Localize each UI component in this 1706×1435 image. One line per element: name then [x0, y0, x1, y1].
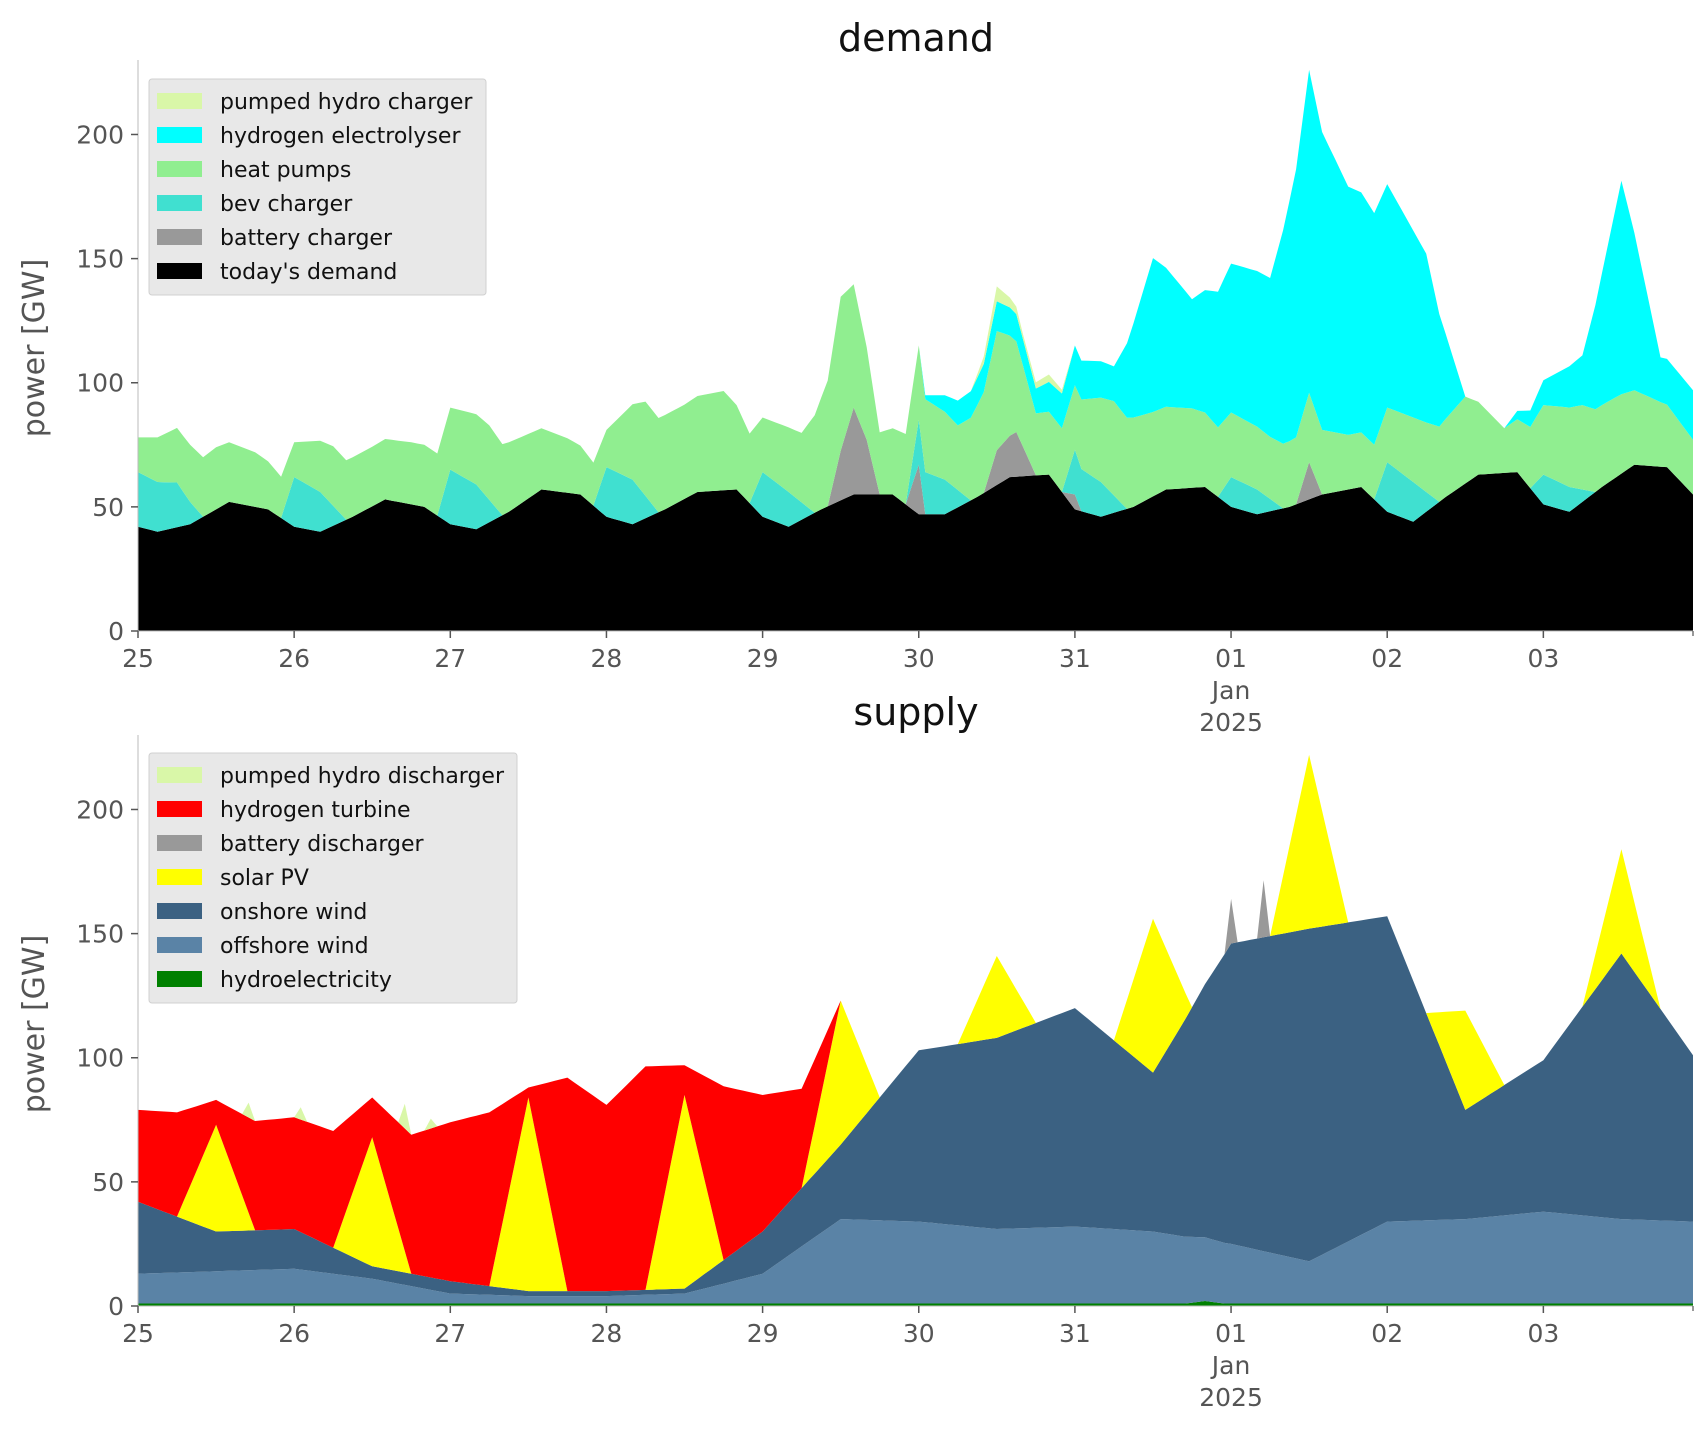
demand-x-tick-label: 28: [591, 644, 623, 673]
supply-x-tick-label: 27: [434, 1319, 466, 1348]
supply-legend-swatch-onshore-wind: [157, 903, 202, 919]
demand-area-battery-charger: [138, 407, 1693, 532]
supply-y-tick-label: 100: [76, 1044, 124, 1073]
demand-areas: [138, 69, 1693, 631]
supply-y-tick-label: 150: [76, 920, 124, 949]
demand-legend-swatch-bev-charger: [157, 195, 202, 211]
supply-x-tick-label: 25: [122, 1319, 154, 1348]
supply-x-tick-label: 03: [1527, 1319, 1559, 1348]
demand-legend-swatch-battery-charger: [157, 229, 202, 245]
supply-legend-box: [148, 752, 518, 1004]
demand-legend-label-heat-pumps: heat pumps: [220, 158, 351, 183]
supply-area-solar-pv: [138, 754, 1693, 1292]
supply-legend-swatch-battery-discharger: [157, 835, 202, 851]
supply-legend-label-onshore-wind: onshore wind: [220, 900, 367, 925]
demand-x-tick-label: 27: [434, 644, 466, 673]
demand-area-hydrogen-electrolyser: [138, 69, 1693, 477]
demand-x-tick-label: 25: [122, 644, 154, 673]
demand-legend-label-bev-charger: bev charger: [220, 192, 353, 217]
supply-title: supply: [853, 690, 978, 734]
supply-legend-label-solar-pv: solar PV: [220, 866, 309, 891]
supply-x-tick-label: 26: [278, 1319, 310, 1348]
supply-x-tick-label: 02: [1371, 1319, 1403, 1348]
demand-legend-label-hydrogen-electrolyser: hydrogen electrolyser: [220, 124, 461, 149]
demand-x-tick-label: 03: [1527, 644, 1559, 673]
demand-y-tick-label: 150: [76, 245, 124, 274]
supply-x-tick-label: 28: [591, 1319, 623, 1348]
supply-axes: 0 50 100 150 200 25 26 27 28 29 30 31 01 Jan 2025 02 03: [76, 735, 1694, 1412]
supply-legend-label-offshore-wind: offshore wind: [220, 934, 369, 959]
demand-area-bev-charger: [138, 407, 1693, 532]
demand-x-tick-label: 31: [1059, 644, 1091, 673]
supply-x-tick-label: 2025: [1199, 1383, 1263, 1412]
supply-legend-swatch-solar-pv: [157, 869, 202, 885]
supply-x-tick-label: Jan: [1210, 1351, 1251, 1380]
supply-x-tick-label: 31: [1059, 1319, 1091, 1348]
demand-legend: pumped hydro charger hydrogen electrolyse…: [148, 78, 487, 296]
supply-legend-swatch-hydroelectricity: [157, 971, 202, 987]
demand-legend-swatch-today-s-demand: [157, 263, 202, 279]
supply-legend-label-hydroelectricity: hydroelectricity: [220, 968, 392, 993]
demand-x-tick-label: 02: [1371, 644, 1403, 673]
supply-y-tick-label: 0: [108, 1292, 124, 1321]
demand-panel: demand power [GW] 0 50 100 150 200 25 26 27 28 29…: [17, 16, 1694, 737]
supply-legend-label-battery-discharger: battery discharger: [220, 832, 425, 857]
demand-axes: 0 50 100 150 200 25 26 27 28 29 30 31 01 Jan 2025 02 03: [76, 60, 1694, 737]
demand-y-tick-label: 200: [76, 120, 124, 149]
demand-legend-swatch-heat-pumps: [157, 161, 202, 177]
supply-panel: supply power [GW] 0 50 100 150 200 25 26 27 28 29…: [17, 690, 1694, 1412]
supply-y-tick-label: 200: [76, 795, 124, 824]
demand-legend-swatch-pumped-hydro-charger: [157, 93, 202, 109]
demand-legend-label-battery-charger: battery charger: [220, 226, 393, 251]
supply-areas: [138, 754, 1693, 1306]
demand-legend-box: [148, 78, 487, 296]
supply-legend-swatch-hydrogen-turbine: [157, 801, 202, 817]
supply-x-tick-label: 01: [1215, 1319, 1247, 1348]
supply-legend: pumped hydro discharger hydrogen turbine b…: [148, 752, 518, 1004]
supply-legend-label-pumped-hydro-discharger: pumped hydro discharger: [220, 764, 505, 789]
supply-x-tick-label: 29: [747, 1319, 779, 1348]
demand-x-tick-label: 26: [278, 644, 310, 673]
demand-y-axis-label: power [GW]: [17, 259, 52, 438]
supply-legend-label-hydrogen-turbine: hydrogen turbine: [220, 798, 411, 823]
supply-legend-swatch-offshore-wind: [157, 937, 202, 953]
demand-legend-swatch-hydrogen-electrolyser: [157, 127, 202, 143]
demand-y-tick-label: 100: [76, 369, 124, 398]
demand-legend-label-pumped-hydro-charger: pumped hydro charger: [220, 90, 473, 115]
supply-area-onshore-wind: [138, 916, 1693, 1297]
demand-title: demand: [838, 16, 994, 60]
demand-area-heat-pumps: [138, 284, 1693, 520]
demand-y-tick-label: 50: [92, 493, 124, 522]
demand-x-tick-label: Jan: [1210, 676, 1251, 705]
supply-legend-swatch-pumped-hydro-discharger: [157, 767, 202, 783]
demand-x-tick-label: 01: [1215, 644, 1247, 673]
demand-y-tick-label: 0: [108, 617, 124, 646]
demand-x-tick-label: 30: [903, 644, 935, 673]
demand-area-today-s-demand: [138, 464, 1693, 631]
supply-area-offshore-wind: [138, 1211, 1693, 1304]
demand-x-tick-label: 29: [747, 644, 779, 673]
demand-x-tick-label: 2025: [1199, 708, 1263, 737]
demand-legend-label-today-s-demand: today's demand: [220, 260, 397, 285]
supply-y-tick-label: 50: [92, 1168, 124, 1197]
supply-x-tick-label: 30: [903, 1319, 935, 1348]
supply-y-axis-label: power [GW]: [17, 935, 52, 1114]
